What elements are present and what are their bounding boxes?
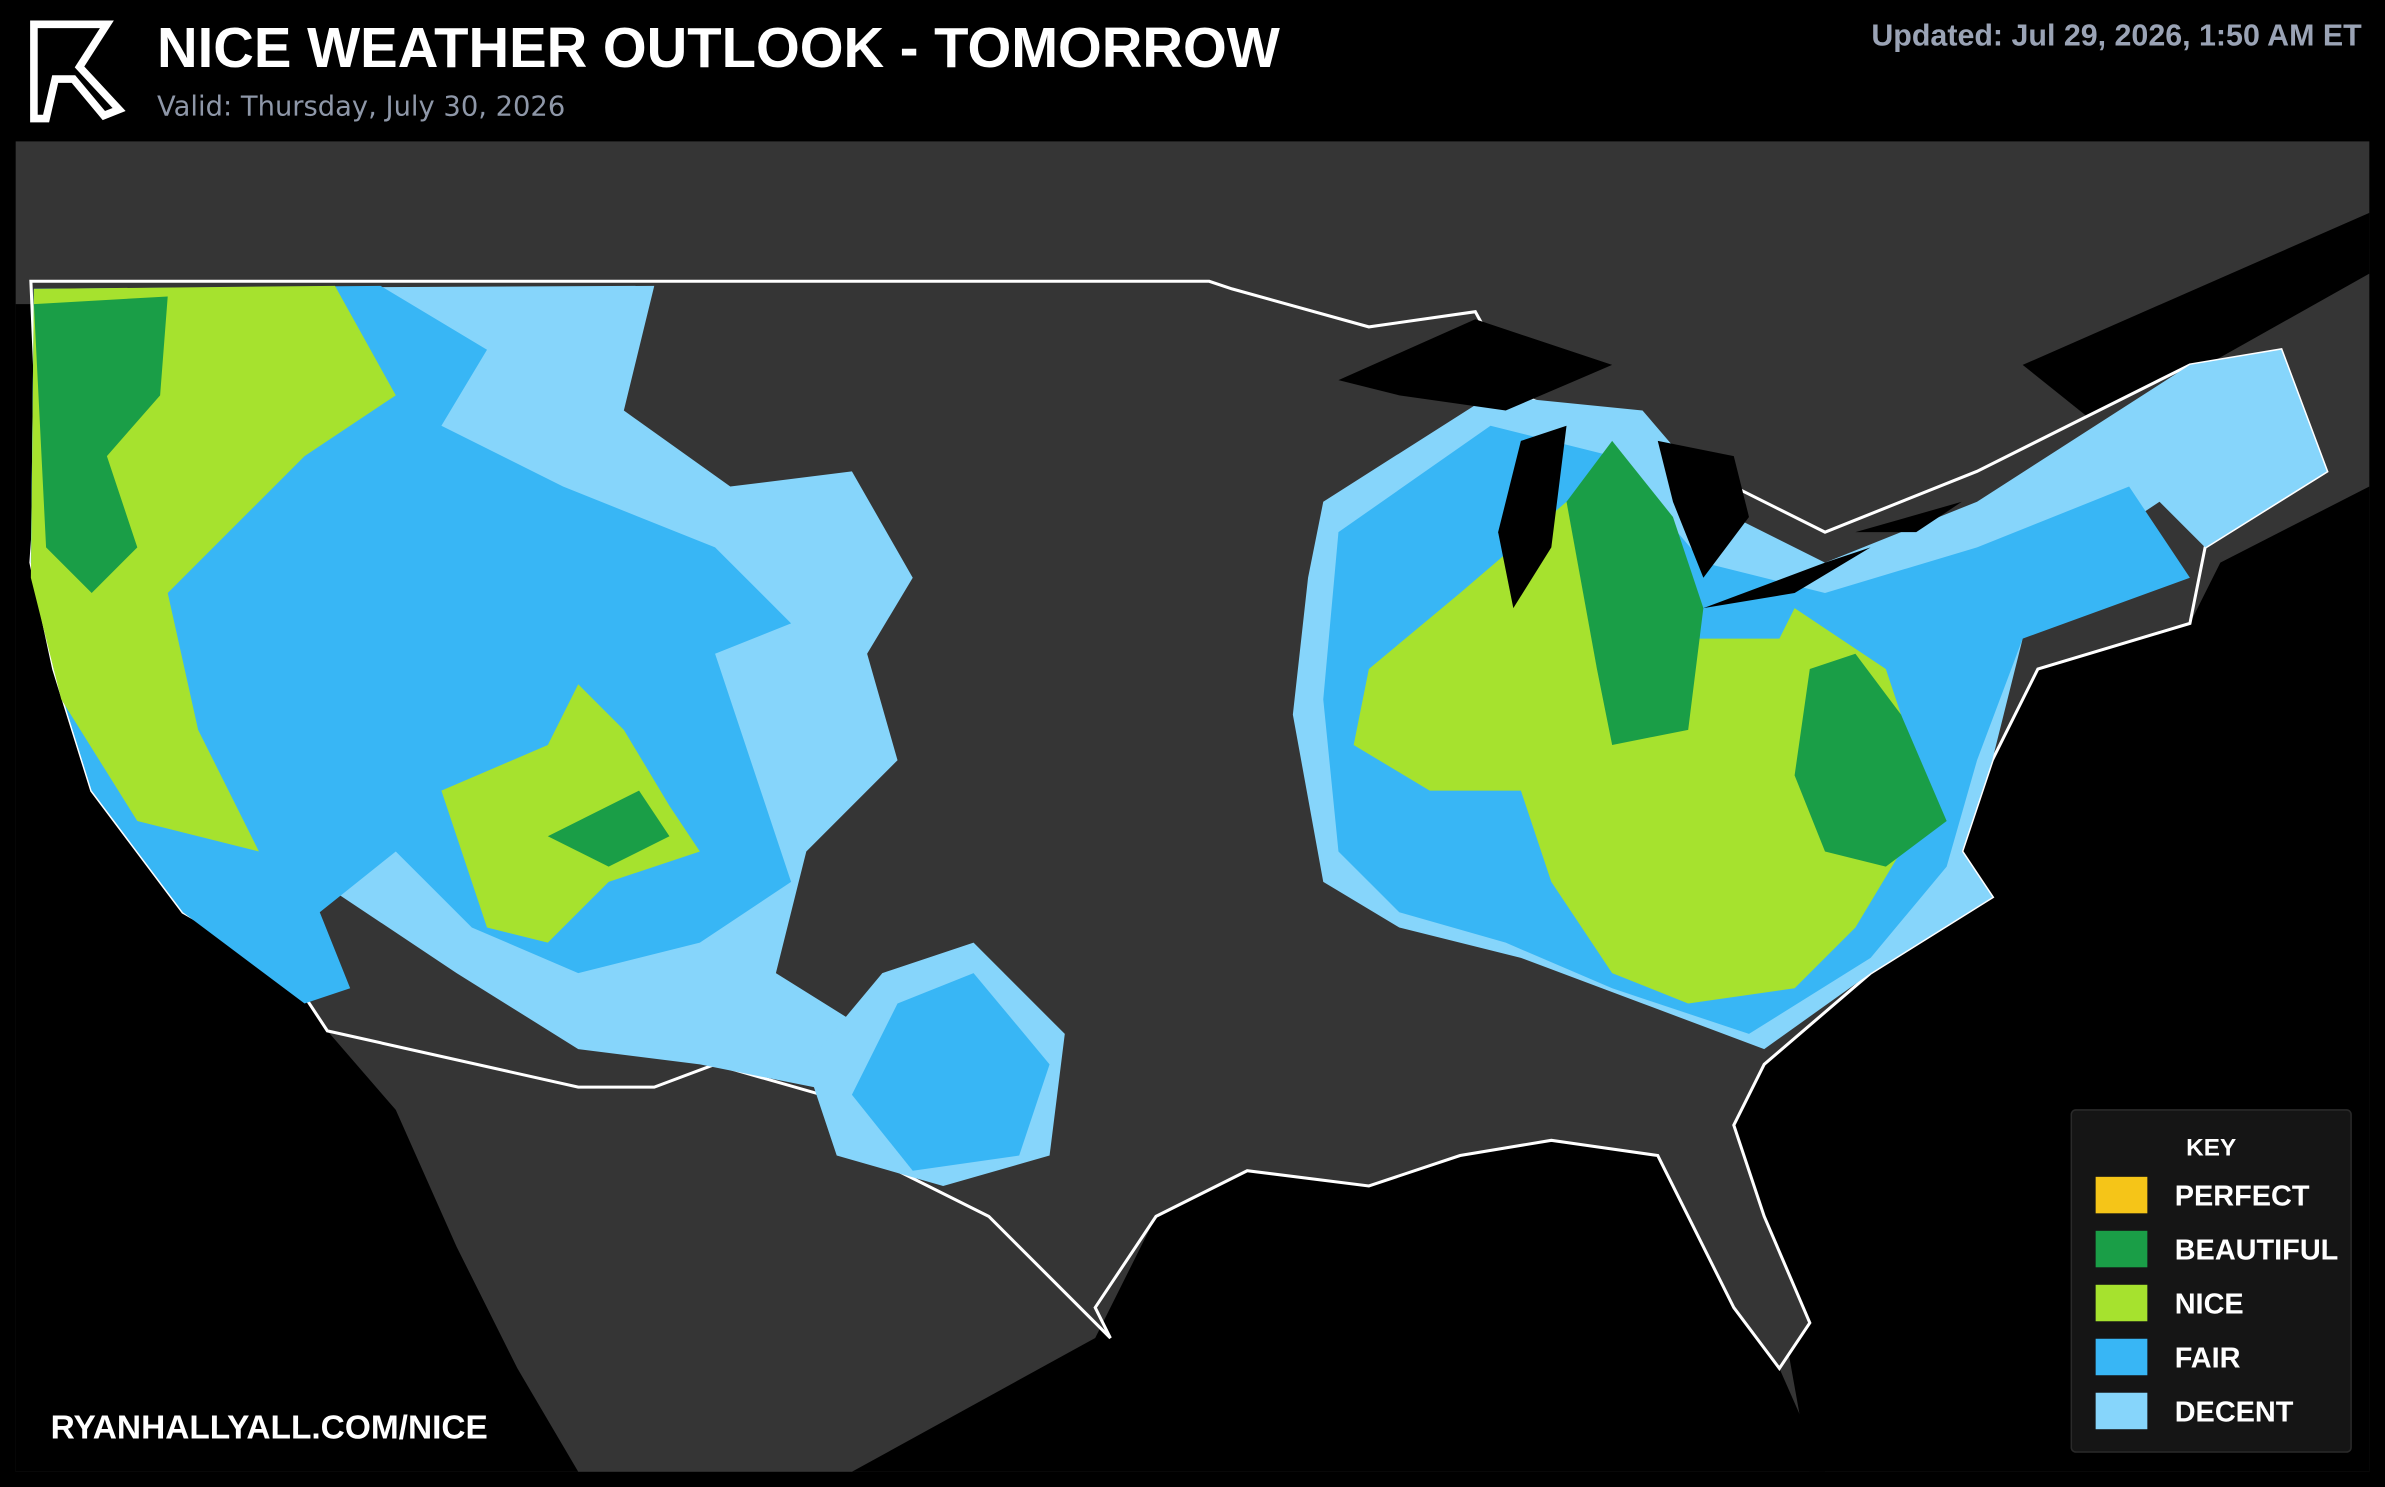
pacific (15, 304, 579, 1472)
subtitle: Valid: Thursday, July 30, 2026 (157, 92, 565, 123)
outlook-area (1566, 440, 1704, 746)
title: NICE WEATHER OUTLOOK - TOMORROW (157, 16, 1281, 79)
map (15, 141, 2370, 1472)
st-lawrence (2022, 212, 2370, 426)
footer-url: RYANHALLYALL.COM/NICE (51, 1409, 488, 1446)
legend-swatch (2095, 1392, 2148, 1430)
legend-label: DECENT (2175, 1397, 2294, 1429)
legend: KEY PERFECT BEAUTIFUL NICE FAIR DECENT (2070, 1109, 2352, 1453)
outlook-area (441, 684, 700, 943)
gulf (851, 1140, 1826, 1472)
outlook-area (547, 790, 670, 867)
great-lakes (1338, 319, 1962, 609)
lake-superior (1338, 319, 1613, 411)
legend-label: FAIR (2175, 1343, 2241, 1375)
lake-ontario (1855, 501, 1962, 533)
lake-michigan (1498, 425, 1567, 609)
legend-label: PERFECT (2175, 1181, 2310, 1213)
logo (30, 20, 126, 123)
legend-swatch (2095, 1284, 2148, 1322)
legend-label: BEAUTIFUL (2175, 1235, 2339, 1267)
outlook-area (1794, 653, 1947, 867)
lake-erie (1703, 547, 1871, 609)
outlook-area (851, 973, 1050, 1171)
legend-swatch (2095, 1176, 2148, 1214)
outlook-area (1353, 501, 1917, 1004)
legend-items: PERFECT BEAUTIFUL NICE FAIR DECENT (2095, 1176, 2339, 1430)
updated: Updated: Jul 29, 2026, 1:50 AM ET (1871, 19, 2362, 53)
legend-label: NICE (2175, 1289, 2244, 1321)
legend-swatch (2095, 1338, 2148, 1376)
outlook-area (33, 296, 168, 593)
legend-title: KEY (2186, 1135, 2236, 1162)
lake-huron (1657, 440, 1749, 578)
legend-swatch (2095, 1230, 2148, 1268)
